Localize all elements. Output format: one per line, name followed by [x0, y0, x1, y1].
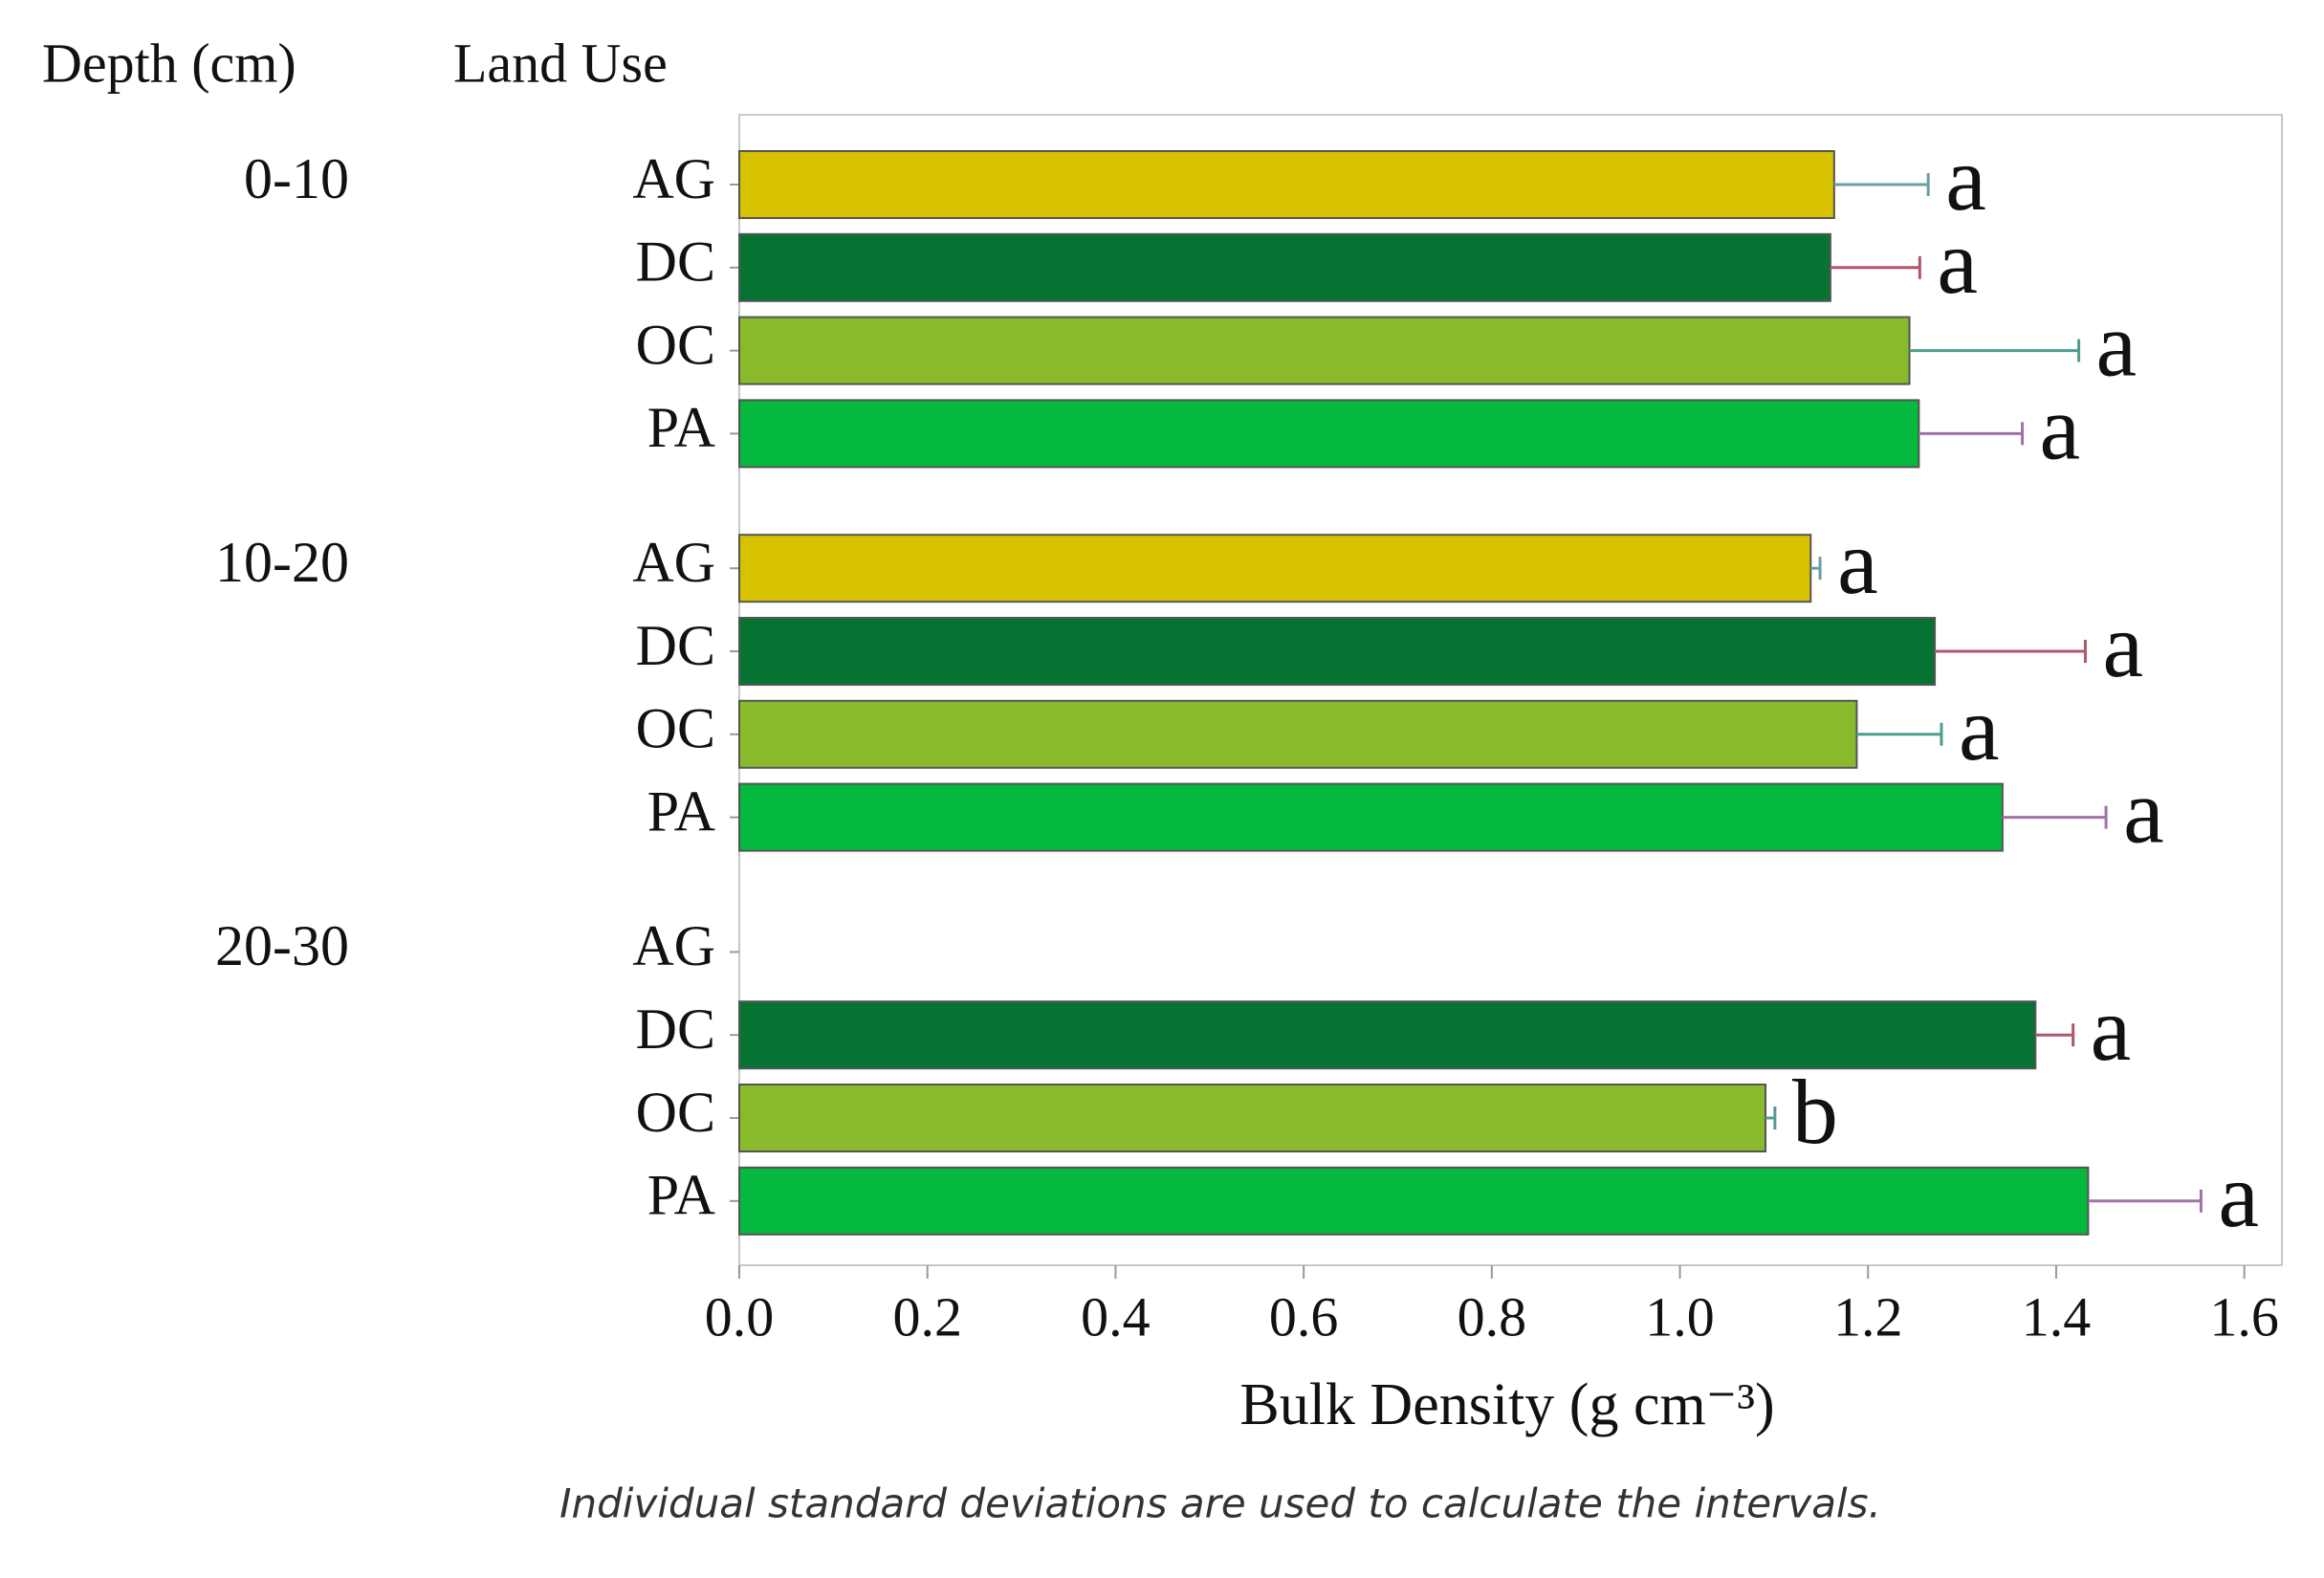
category-label: DC — [636, 997, 715, 1061]
bar — [738, 534, 1812, 603]
x-tick-label: 1.6 — [2209, 1285, 2279, 1348]
error-bar — [1918, 422, 2025, 446]
category-label: DC — [636, 614, 715, 677]
x-tick-label: 1.2 — [1833, 1285, 1903, 1348]
bar — [738, 782, 2004, 852]
bar — [738, 699, 1858, 769]
footnote: Individual standard deviations are used … — [559, 1480, 1881, 1527]
error-bar — [1830, 255, 1921, 279]
significance-letter: a — [2123, 760, 2164, 863]
x-tick-label: 1.0 — [1645, 1285, 1715, 1348]
bar — [738, 1000, 2037, 1070]
x-tick-label: 0.4 — [1081, 1285, 1151, 1348]
error-bar — [2002, 805, 2108, 829]
x-tick-label: 0.2 — [892, 1285, 962, 1348]
significance-letter: a — [1945, 127, 1986, 230]
category-label: AG — [632, 914, 715, 977]
category-header: Land Use — [453, 32, 668, 94]
category-label: DC — [636, 230, 715, 294]
category-label: AG — [632, 531, 715, 594]
bar — [738, 1084, 1767, 1152]
significance-letter: a — [2091, 977, 2132, 1080]
x-tick-label: 0.6 — [1269, 1285, 1339, 1348]
category-label: OC — [636, 1081, 715, 1144]
significance-letter: a — [1837, 511, 1878, 613]
significance-letter: a — [2040, 376, 2081, 478]
error-bar — [1909, 339, 2081, 362]
plot-frame — [738, 114, 2283, 1266]
category-label: PA — [647, 396, 715, 459]
error-bar — [1935, 640, 2087, 663]
bar — [738, 399, 1920, 469]
category-label: OC — [636, 697, 715, 760]
error-bar — [2088, 1189, 2203, 1213]
category-label: AG — [632, 147, 715, 210]
x-tick-label: 0.8 — [1458, 1285, 1527, 1348]
error-bar — [2035, 1023, 2075, 1047]
category-label: OC — [636, 313, 715, 376]
significance-letter: a — [2218, 1144, 2259, 1246]
error-bar — [1833, 173, 1930, 196]
group-label: 10-20 — [215, 531, 349, 594]
bar — [738, 316, 1911, 385]
group-label: 20-30 — [215, 914, 349, 977]
bar — [738, 150, 1835, 219]
error-bar — [1765, 1107, 1777, 1129]
significance-letter: a — [1937, 210, 1978, 313]
group-header: Depth (cm) — [42, 32, 296, 94]
significance-letter: a — [2102, 594, 2143, 696]
significance-letter: a — [2096, 294, 2138, 396]
category-label: PA — [647, 1164, 715, 1227]
error-bar — [1810, 557, 1822, 581]
error-bar — [1856, 722, 1943, 746]
x-axis-label: Bulk Density (g cm⁻³) — [1239, 1372, 1774, 1437]
significance-letter: a — [1959, 677, 2000, 779]
group-label: 0-10 — [244, 147, 349, 210]
significance-letter: b — [1792, 1061, 1838, 1163]
bar — [738, 1166, 2090, 1236]
bar — [738, 617, 1937, 686]
x-tick-label: 0.0 — [705, 1285, 775, 1348]
x-tick-label: 1.4 — [2022, 1285, 2092, 1348]
category-label: PA — [647, 779, 715, 843]
bar — [738, 232, 1831, 302]
